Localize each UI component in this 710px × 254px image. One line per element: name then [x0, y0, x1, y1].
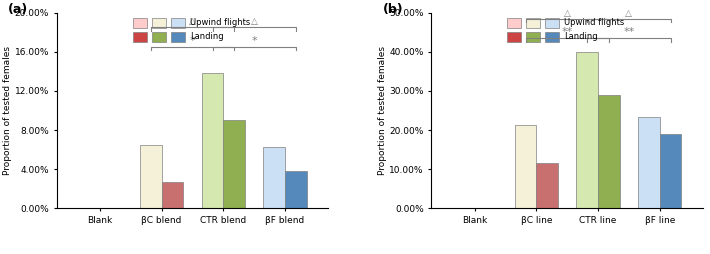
FancyBboxPatch shape — [508, 33, 521, 42]
FancyBboxPatch shape — [152, 18, 165, 28]
Text: (a): (a) — [8, 3, 28, 16]
Text: Landing: Landing — [564, 32, 598, 41]
Bar — [202, 73, 224, 208]
FancyBboxPatch shape — [133, 18, 147, 28]
Bar — [162, 182, 183, 208]
Text: △: △ — [564, 9, 571, 18]
FancyBboxPatch shape — [133, 33, 147, 42]
Y-axis label: Proportion of tested females: Proportion of tested females — [3, 46, 12, 175]
FancyBboxPatch shape — [171, 33, 185, 42]
Bar — [598, 95, 620, 208]
Bar — [140, 145, 162, 208]
FancyBboxPatch shape — [508, 18, 521, 28]
Bar — [536, 163, 558, 208]
FancyBboxPatch shape — [171, 18, 185, 28]
Text: △: △ — [626, 9, 633, 18]
FancyBboxPatch shape — [526, 33, 540, 42]
Y-axis label: Proportion of tested females: Proportion of tested females — [378, 46, 386, 175]
Text: Upwind flights: Upwind flights — [190, 18, 250, 27]
Bar — [638, 117, 660, 208]
Text: Landing: Landing — [190, 32, 224, 41]
Bar — [515, 125, 536, 208]
FancyBboxPatch shape — [545, 33, 559, 42]
Bar — [577, 52, 598, 208]
Text: △: △ — [251, 17, 258, 26]
Text: (b): (b) — [383, 3, 403, 16]
Bar — [224, 120, 245, 208]
Text: *: * — [251, 36, 257, 46]
Text: **: ** — [623, 27, 635, 37]
Bar — [660, 134, 682, 208]
Bar — [263, 147, 285, 208]
FancyBboxPatch shape — [545, 18, 559, 28]
Text: **: ** — [562, 27, 573, 37]
Bar — [285, 171, 307, 208]
FancyBboxPatch shape — [526, 18, 540, 28]
FancyBboxPatch shape — [152, 33, 165, 42]
Text: △: △ — [189, 17, 196, 26]
Text: Upwind flights: Upwind flights — [564, 18, 625, 27]
Text: *: * — [190, 36, 195, 46]
